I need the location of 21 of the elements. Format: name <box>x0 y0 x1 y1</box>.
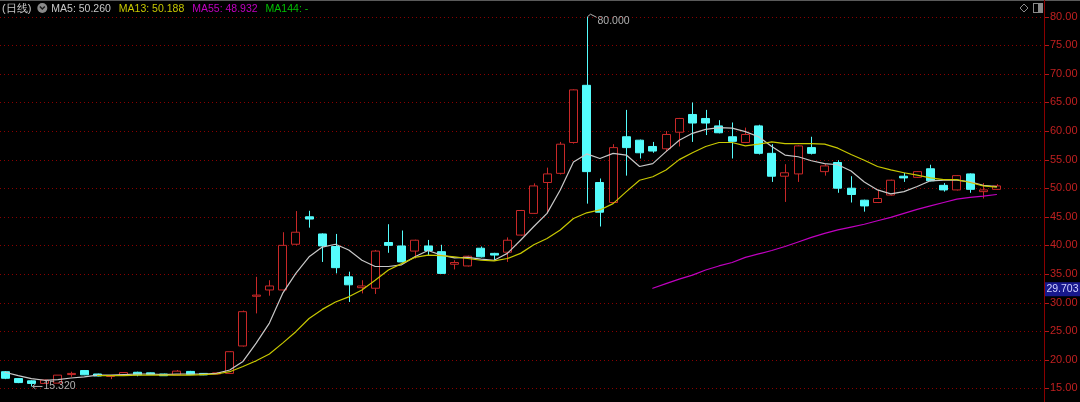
text: MA13: 50.188 <box>118 2 185 14</box>
annotation: 15.320 <box>43 379 76 392</box>
y-tick-label: 55.00 <box>1050 153 1078 166</box>
y-tick-label: 70.00 <box>1050 67 1078 80</box>
y-tick-label: 15.00 <box>1050 381 1078 394</box>
annotation: 80.000 <box>597 13 630 26</box>
y-tick-label: 60.00 <box>1050 124 1078 137</box>
y-tick-label: 30.00 <box>1050 296 1078 309</box>
chart-title: (日线) <box>2 2 32 14</box>
y-tick-label: 35.00 <box>1050 267 1078 280</box>
y-tick-label: 25.00 <box>1050 324 1078 337</box>
y-tick-label: 75.00 <box>1050 38 1078 51</box>
text: MA5: 50.260 <box>51 2 112 14</box>
y-tick-label: 20.00 <box>1050 353 1078 366</box>
text: MA55: 48.932 <box>192 2 258 14</box>
y-tick-label: 80.00 <box>1050 10 1078 23</box>
y-tick-label: 65.00 <box>1050 95 1078 108</box>
y-tick-label: 40.00 <box>1050 238 1078 251</box>
y-tick-label: 50.00 <box>1050 181 1078 194</box>
y-tick-label: 45.00 <box>1050 210 1078 223</box>
legend-label: MA144: - <box>265 2 309 14</box>
